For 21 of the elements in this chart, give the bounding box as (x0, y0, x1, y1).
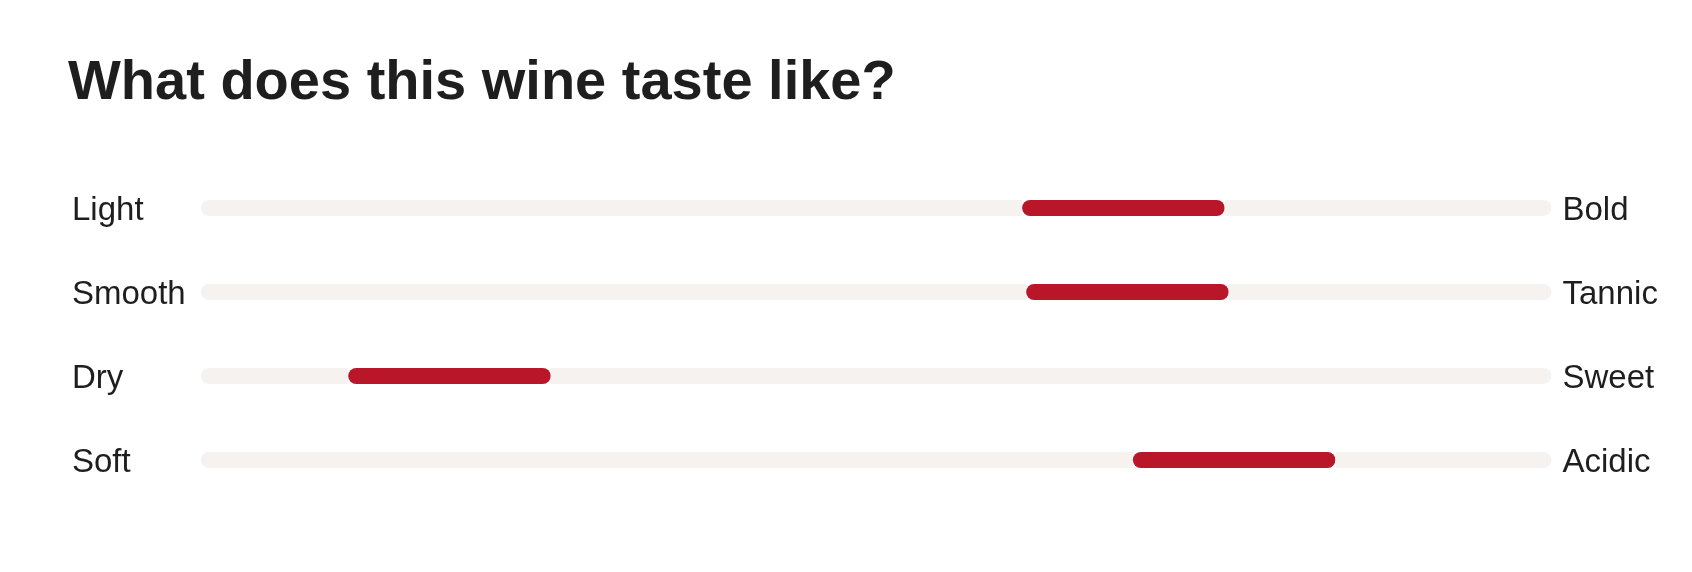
y-tick-label: Smooth (72, 274, 186, 311)
bar (201, 284, 1027, 300)
bar (201, 368, 349, 384)
bar (348, 368, 551, 384)
chart-title: What does this wine taste like? (68, 48, 896, 111)
y-tick-label: Soft (72, 442, 131, 479)
y2-tick-label: Bold (1562, 190, 1629, 227)
bar (201, 200, 1023, 216)
y2-tick-label: Sweet (1562, 358, 1655, 395)
bar (1132, 452, 1336, 468)
bar (1224, 200, 1552, 216)
y2-tick-label: Tannic (1562, 274, 1658, 311)
bar (550, 368, 1552, 384)
bar (1026, 284, 1229, 300)
bar (1022, 200, 1225, 216)
y-tick-label: Light (72, 190, 144, 227)
bar (1228, 284, 1552, 300)
y2-tick-label: Acidic (1562, 442, 1651, 479)
bar (201, 452, 1133, 468)
bar (1335, 452, 1552, 468)
y-tick-label: Dry (72, 358, 124, 395)
